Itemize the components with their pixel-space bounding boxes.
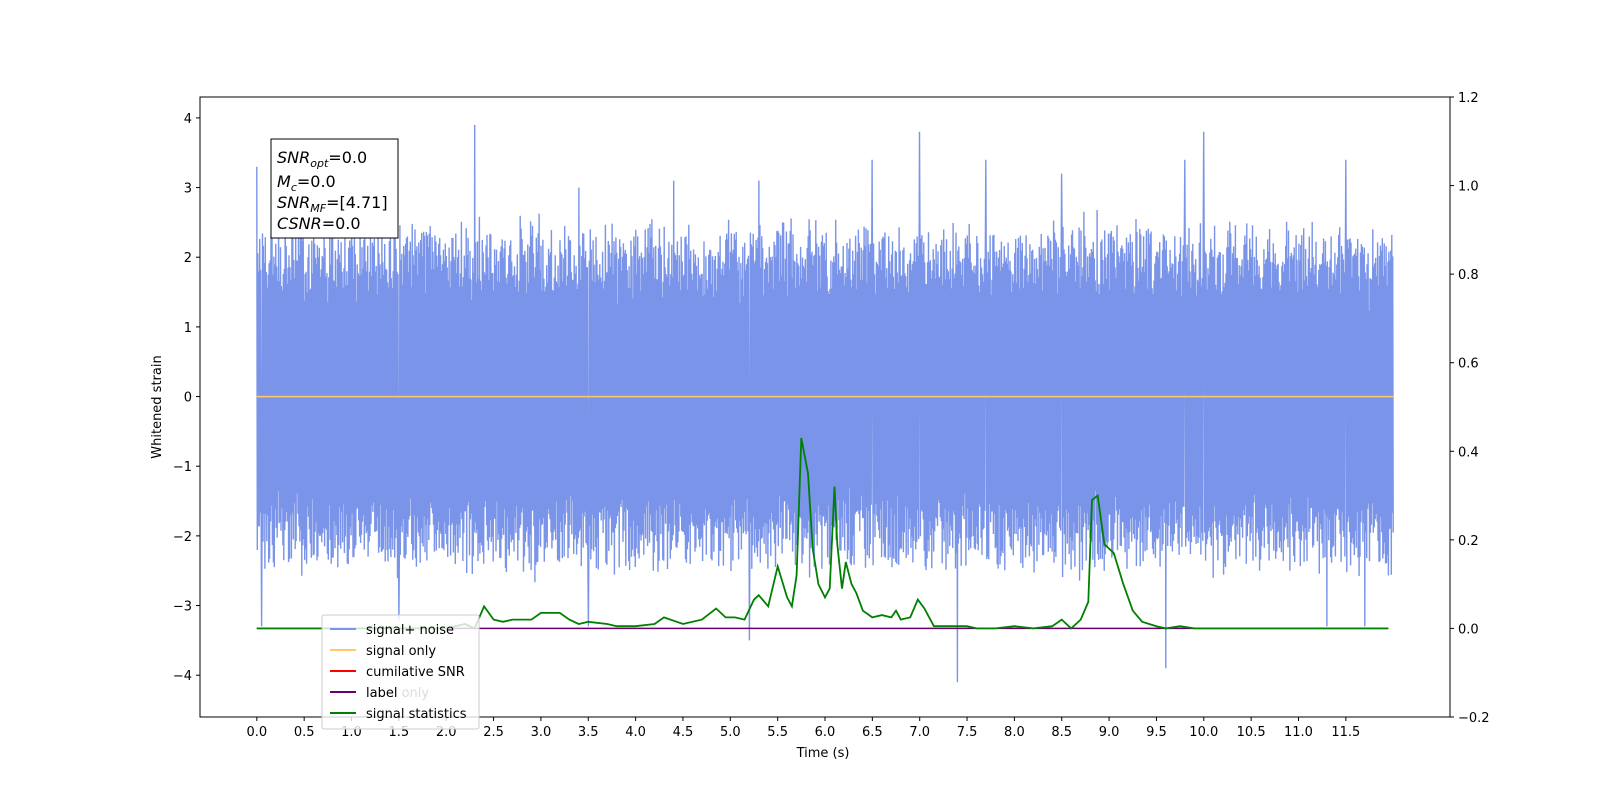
series-signal-statistics [256,437,1389,630]
y2-tick-label: 0.2 [1458,534,1479,549]
y2-tick-label: 1.0 [1458,180,1479,195]
y-tick-label: −2 [173,530,192,545]
x-tick-label: 10.5 [1237,725,1266,740]
y2-tick-label: 0.4 [1458,445,1479,460]
legend-label: signal+ noise [366,623,454,638]
x-tick-label: 6.5 [862,725,883,740]
legend-label: signal statistics [366,707,467,722]
y-axis-label: Whitened strain [150,355,165,458]
y-tick-label: −3 [173,600,192,615]
x-tick-label: 6.0 [815,725,836,740]
x-tick-label: 2.5 [483,725,504,740]
x-tick-label: 11.0 [1284,725,1313,740]
y-tick-label: 4 [184,112,192,127]
x-tick-label: 4.0 [625,725,646,740]
info-snr-mf: SNRMF=[4.71] [277,193,388,215]
x-tick-label: 0.0 [246,725,267,740]
y-tick-label: 1 [184,321,192,336]
x-axis-label: Time (s) [796,746,850,761]
y2-tick-label: 0.8 [1458,268,1479,283]
x-tick-label: 8.0 [1004,725,1025,740]
x-tick-label: 7.0 [909,725,930,740]
y-tick-label: 3 [184,182,192,197]
x-tick-label: 4.5 [673,725,694,740]
y-tick-label: 2 [184,251,192,266]
x-tick-label: 5.5 [767,725,788,740]
y-tick-label: 0 [184,391,192,406]
series-signal-noise [256,124,1394,683]
x-tick-label: 9.5 [1146,725,1167,740]
x-tick-label: 0.5 [294,725,315,740]
legend: signal+ noise signal only cumilative SNR la… [321,614,480,730]
x-tick-label: 5.0 [720,725,741,740]
x-tick-label: 3.5 [578,725,599,740]
y-tick-label: −4 [173,669,192,684]
y2-tick-label: −0.2 [1458,711,1490,726]
legend-hidden-label: label only [366,686,429,701]
legend-label: label [366,686,397,701]
info-mc: Mc=0.0 [277,172,336,194]
y2-tick-label: 1.2 [1458,91,1479,106]
y2-tick-label: 0.0 [1458,622,1479,637]
legend-label: signal only [366,644,436,659]
info-box-frame [270,138,399,239]
legend-label: cumilative SNR [366,665,465,680]
y2-tick-label: 0.6 [1458,357,1479,372]
x-tick-label: 11.5 [1331,725,1360,740]
info-snr-opt: SNRopt=0.0 [277,148,367,170]
x-tick-label: 3.0 [531,725,552,740]
y-tick-label: −1 [173,460,192,475]
x-tick-label: 10.0 [1189,725,1218,740]
axes: 0.0 0.5 1.0 1.5 2.0 2.5 3.0 3.5 4.0 4.5 5.0 5.5 6.0 6… [173,91,1490,740]
legend-frame [321,614,480,730]
info-csnr: CSNR=0.0 [277,214,361,233]
x-tick-label: 8.5 [1051,725,1072,740]
x-tick-label: 7.5 [957,725,978,740]
info-box: SNRopt=0.0 Mc=0.0 SNRMF=[4.71] CSNR=0.0 [270,138,399,239]
x-tick-label: 9.0 [1099,725,1120,740]
